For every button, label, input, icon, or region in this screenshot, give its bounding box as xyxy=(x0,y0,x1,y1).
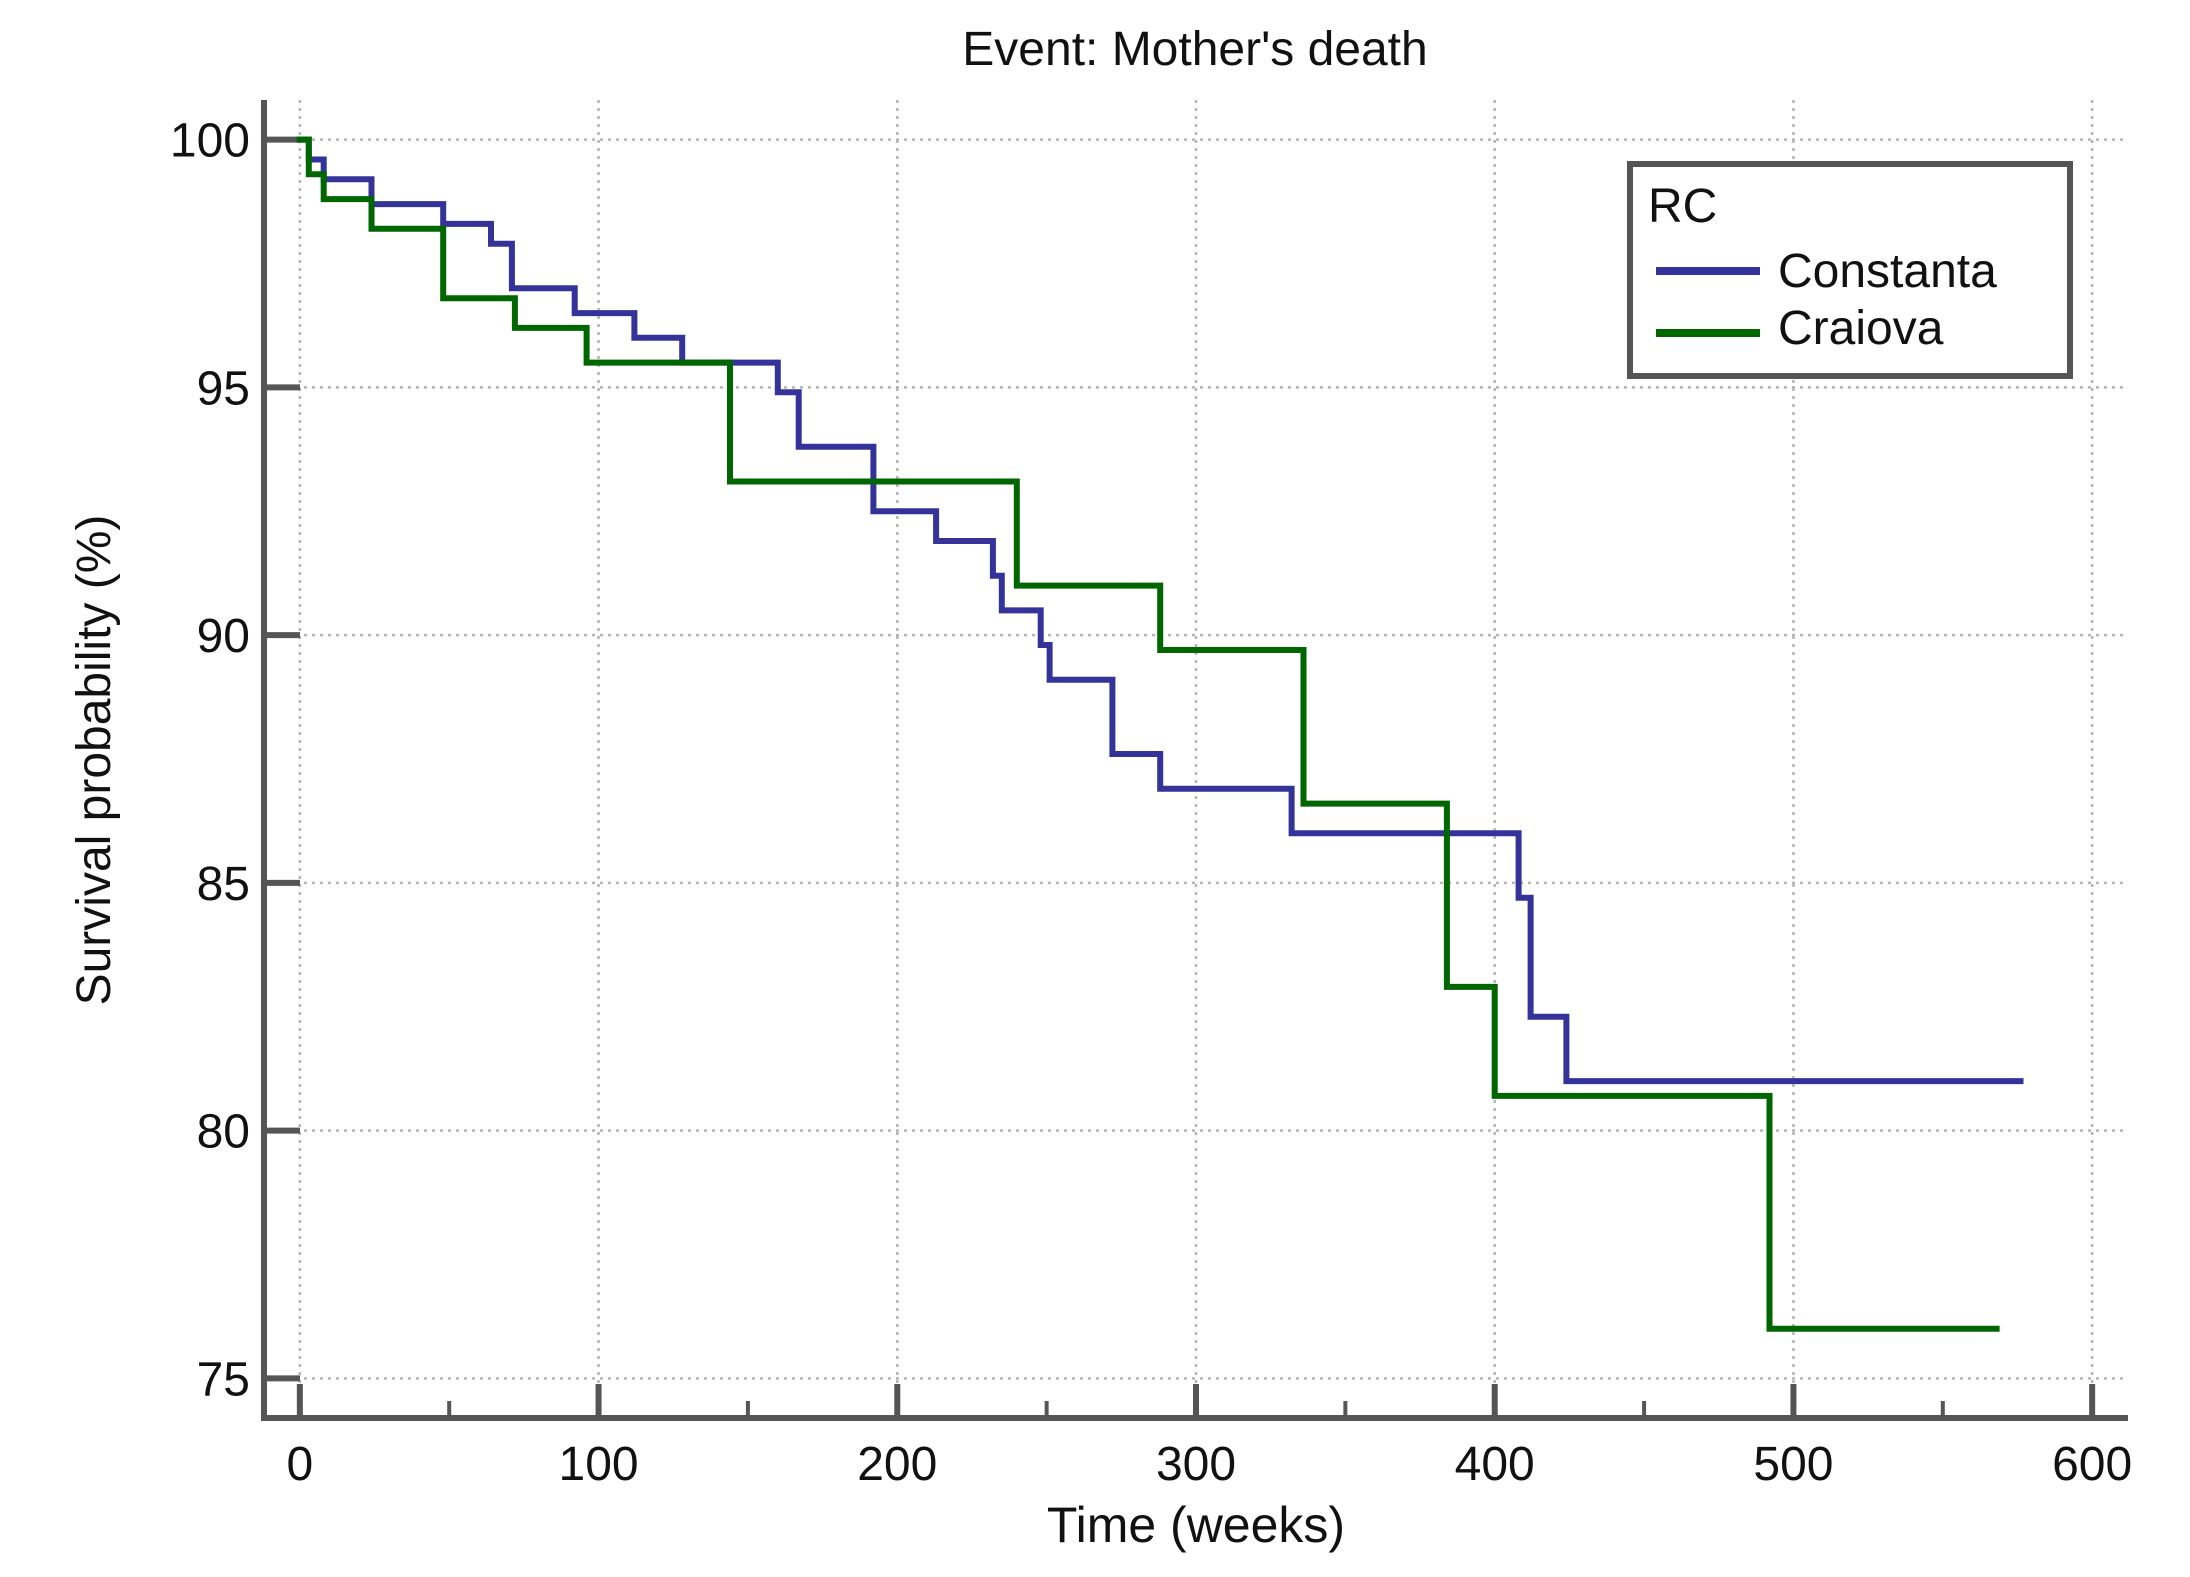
y-axis-label: Survival probability (%) xyxy=(68,515,121,1006)
chart-title: Event: Mother's death xyxy=(962,23,1427,76)
y-tick-label-75: 75 xyxy=(197,1353,250,1406)
x-tick-label-300: 300 xyxy=(1156,1438,1236,1491)
legend: RC Constanta Craiova xyxy=(1627,161,2073,379)
legend-title: RC xyxy=(1648,180,1717,233)
x-tick-label-100: 100 xyxy=(559,1438,639,1491)
x-tick-label-400: 400 xyxy=(1455,1438,1535,1491)
axes: 0 100 200 300 400 500 600 75 80 85 90 95 100 xyxy=(170,100,2132,1491)
x-tick-label-0: 0 xyxy=(286,1438,313,1491)
x-axis-label: Time (weeks) xyxy=(1047,1497,1345,1553)
y-tick-label-80: 80 xyxy=(197,1106,250,1159)
legend-label-constanta: Constanta xyxy=(1778,245,1997,298)
series-line-craiova xyxy=(296,136,2000,1332)
y-tick-label-90: 90 xyxy=(197,610,250,663)
x-tick-label-500: 500 xyxy=(1753,1438,1833,1491)
x-tick-label-600: 600 xyxy=(2052,1438,2132,1491)
legend-label-craiova: Craiova xyxy=(1778,302,1944,355)
plot-area xyxy=(296,136,2024,1332)
y-tick-label-95: 95 xyxy=(197,362,250,415)
y-tick-label-100: 100 xyxy=(170,115,250,168)
grid xyxy=(264,100,2128,1418)
y-tick-label-85: 85 xyxy=(197,858,250,911)
x-tick-label-200: 200 xyxy=(857,1438,937,1491)
